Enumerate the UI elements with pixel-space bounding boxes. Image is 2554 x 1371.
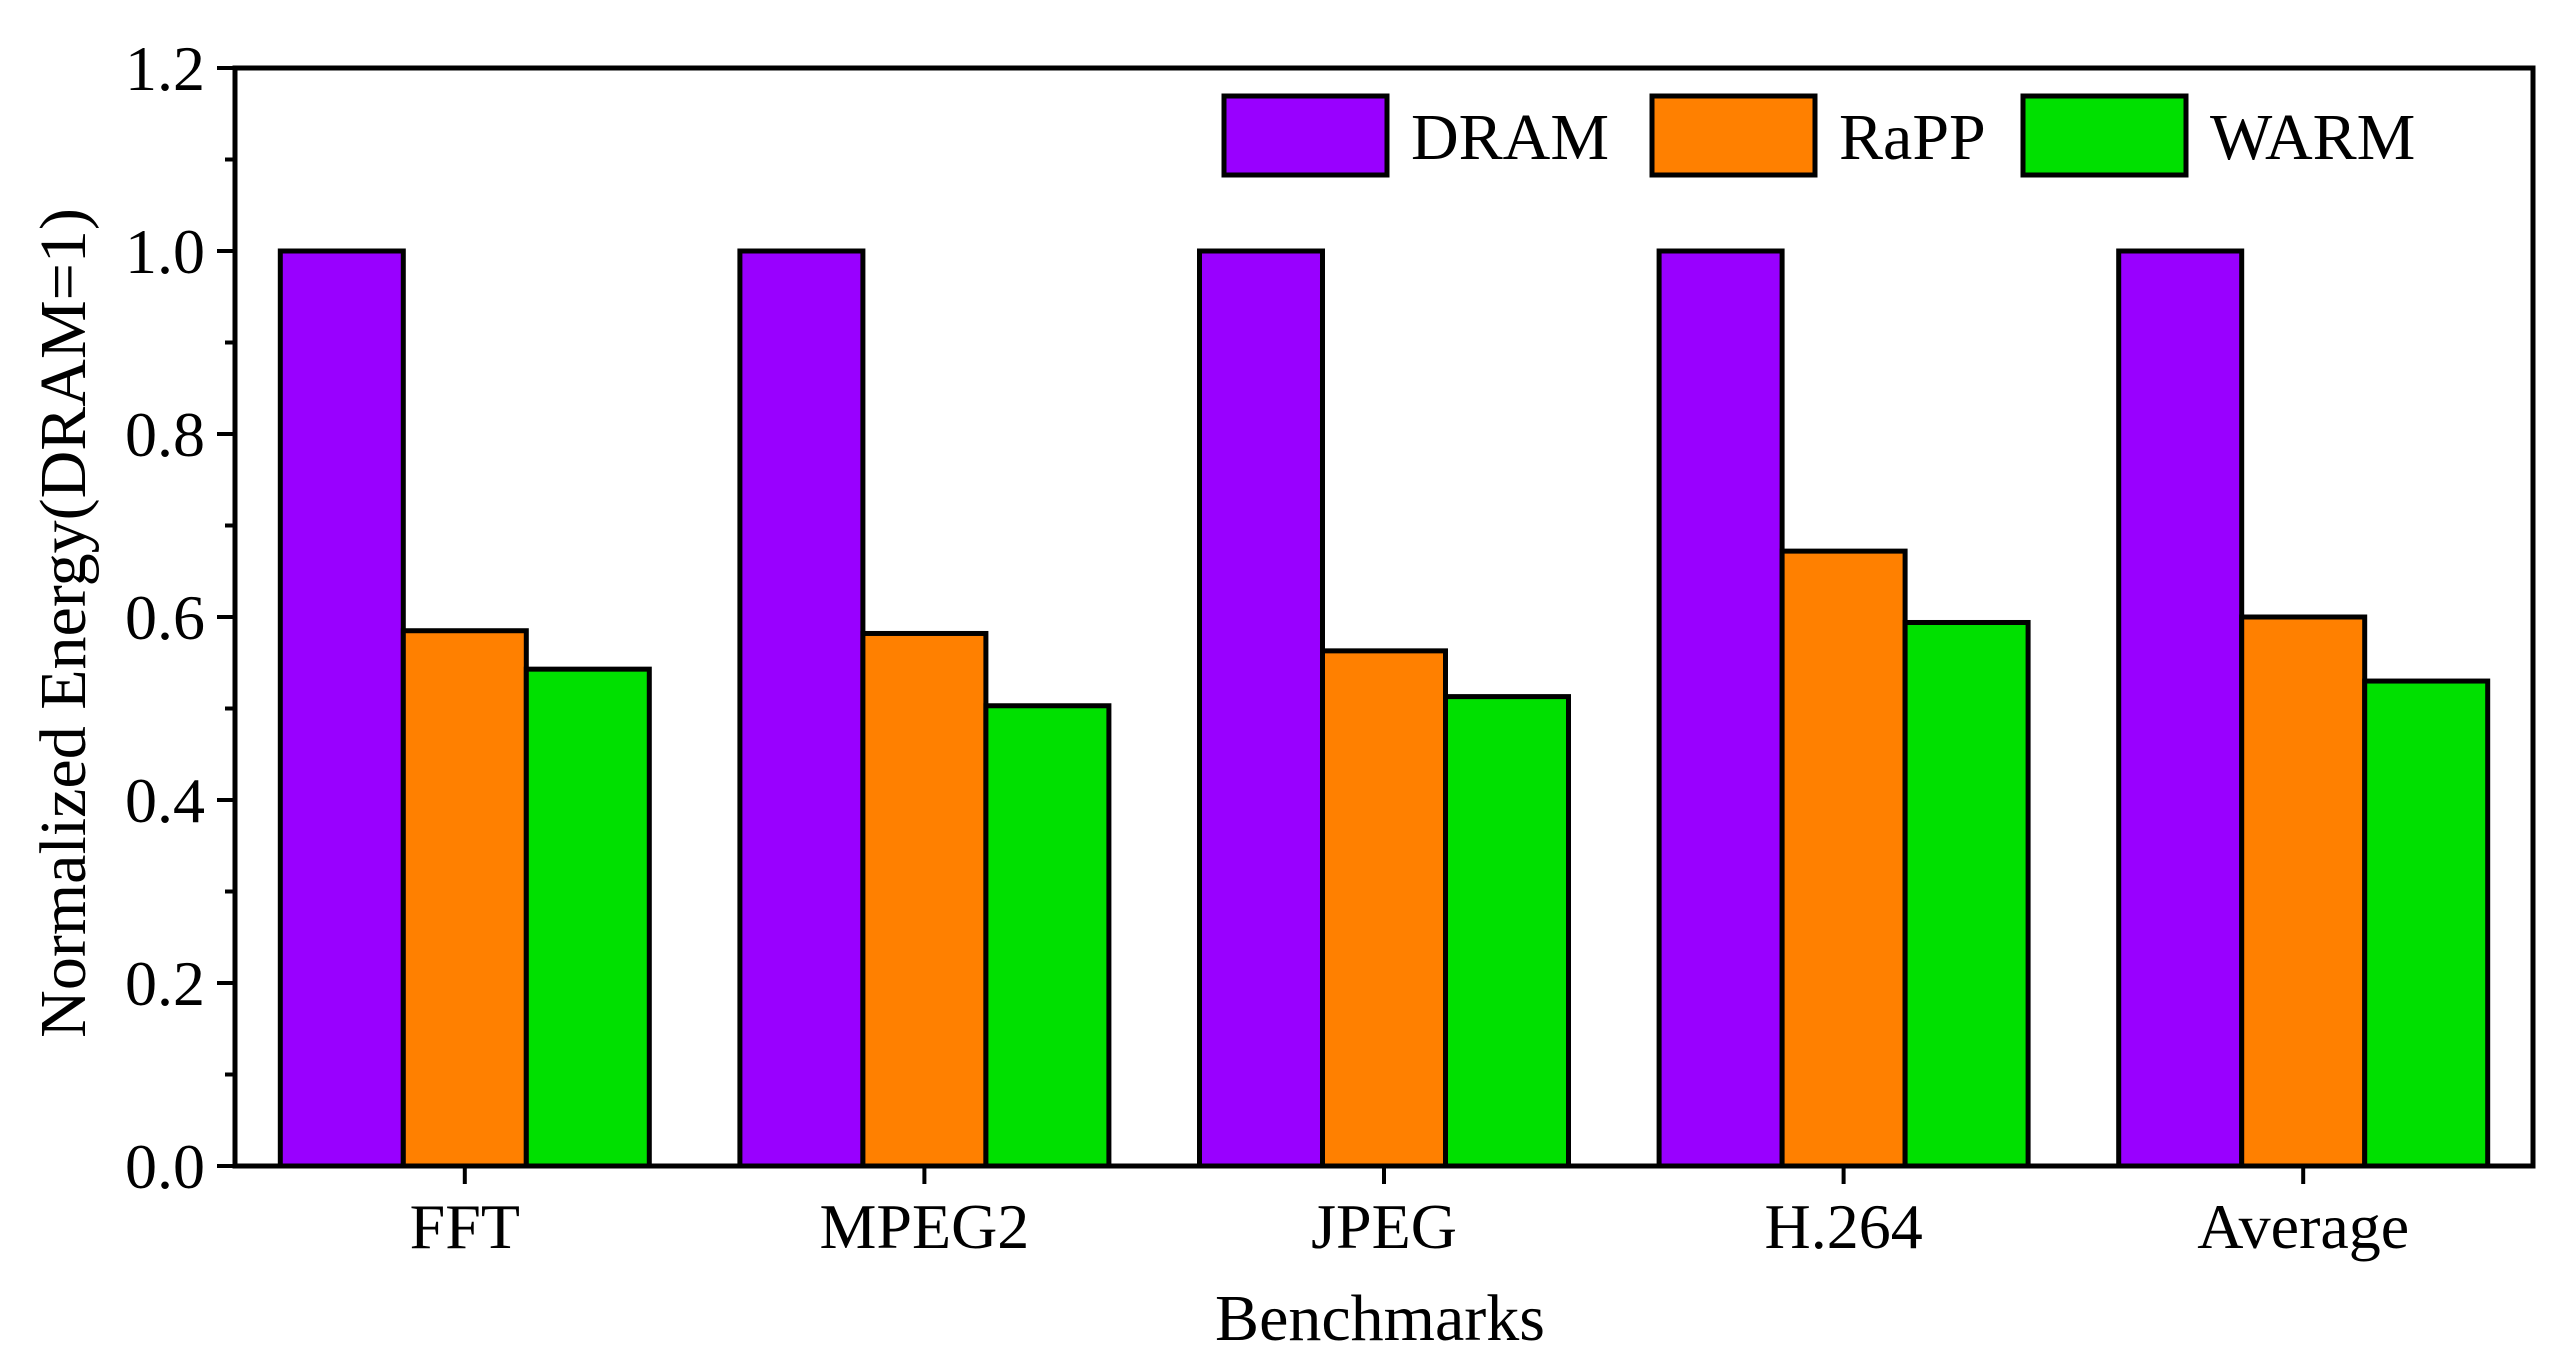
bar-dram-average: [2116, 248, 2245, 1169]
x-tick-label: Average: [2197, 1191, 2409, 1262]
bars-layer: [277, 248, 2491, 1169]
bar-warm-h264: [1902, 619, 2031, 1169]
bar-rapp-jpeg: [1320, 648, 1448, 1169]
bar-rapp-mpeg2: [860, 630, 989, 1169]
y-tick-label: 1.2: [125, 33, 205, 104]
bar-warm-average: [2362, 678, 2491, 1169]
x-tick-label: MPEG2: [819, 1191, 1029, 1262]
x-tick-label: FFT: [410, 1191, 520, 1262]
bar-rapp-fft: [400, 628, 529, 1169]
bar-dram-fft: [277, 248, 406, 1169]
y-tick-label: 0.0: [125, 1131, 205, 1202]
legend-swatch-dram: [1221, 93, 1390, 178]
bar-warm-mpeg2: [983, 703, 1112, 1169]
bar-dram-jpeg: [1197, 248, 1325, 1169]
x-axis-title: Benchmarks: [1215, 1282, 1545, 1355]
x-tick-label: JPEG: [1311, 1191, 1457, 1262]
y-tick-label: 0.2: [125, 948, 205, 1019]
bar-rapp-h264: [1779, 548, 1908, 1169]
legend-swatch-warm: [2020, 93, 2189, 178]
legend-label-dram: DRAM: [1411, 101, 1609, 174]
bar-warm-jpeg: [1443, 694, 1571, 1169]
legend-label-rapp: RaPP: [1839, 101, 1986, 174]
bar-rapp-average: [2239, 614, 2368, 1169]
legend-swatch-rapp: [1649, 93, 1818, 178]
legend: DRAM RaPP WARM: [1221, 93, 2415, 178]
y-tick-label: 0.6: [125, 582, 205, 653]
x-tick-label: H.264: [1764, 1191, 1922, 1262]
legend-label-warm: WARM: [2210, 101, 2415, 174]
bar-warm-fft: [523, 666, 652, 1169]
y-tick-label: 0.8: [125, 399, 205, 470]
y-tick-label: 0.4: [125, 765, 205, 836]
y-axis-title: Normalized Energy(DRAM=1): [27, 208, 100, 1038]
axes-layer: FFT MPEG2 JPEG H.264 Average 0.0 0.2 0.4 0.6 0.8 1…: [125, 33, 2536, 1262]
bar-dram-mpeg2: [737, 248, 866, 1169]
y-tick-label: 1.0: [125, 216, 205, 287]
bar-dram-h264: [1656, 248, 1785, 1169]
